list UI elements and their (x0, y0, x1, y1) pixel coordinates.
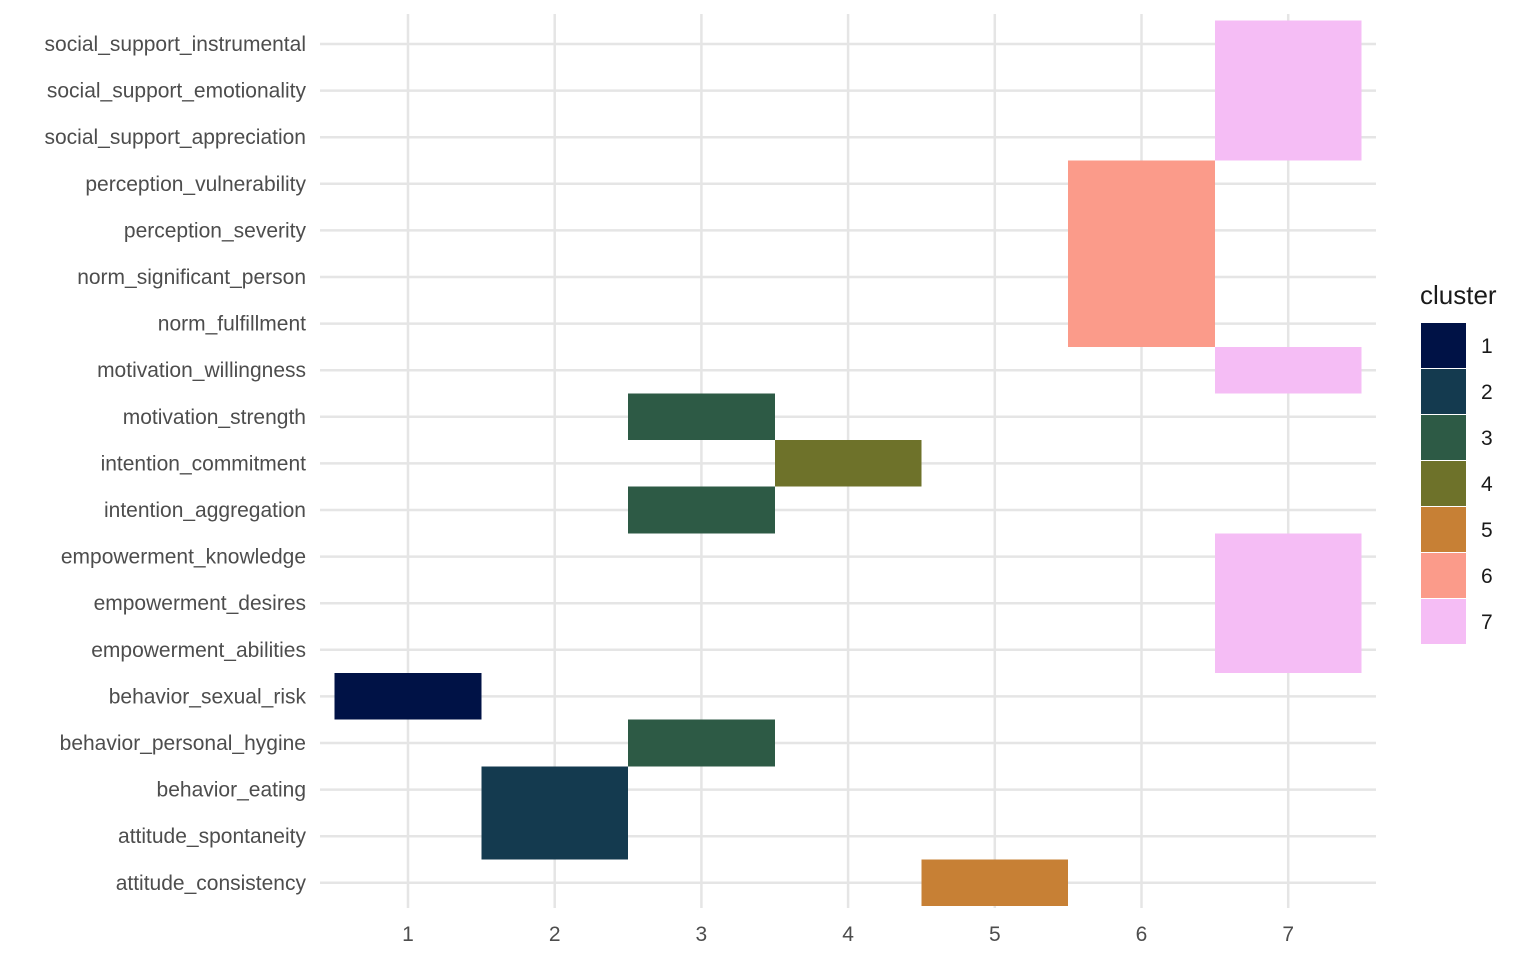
y-tick-label: perception_vulnerability (85, 173, 306, 196)
heatmap-cell-perception_severity (1068, 207, 1215, 254)
x-tick-label: 5 (989, 923, 1001, 946)
y-tick-label: social_support_emotionality (47, 80, 307, 103)
legend-key-4 (1421, 461, 1466, 506)
y-tick-label: empowerment_knowledge (61, 546, 306, 569)
y-tick-label: social_support_appreciation (44, 126, 306, 149)
y-tick-label: norm_fulfillment (158, 313, 306, 336)
heatmap-cell-social_support_appreciation (1214, 113, 1362, 161)
legend-label: 3 (1481, 427, 1493, 450)
legend-title: cluster (1420, 280, 1497, 310)
legend-key-2 (1421, 369, 1466, 414)
y-tick-label: behavior_eating (157, 779, 306, 802)
heatmap-cell-intention_aggregation (628, 486, 775, 534)
x-tick-label: 2 (549, 923, 561, 946)
heatmap-cell-social_support_instrumental (1214, 20, 1362, 68)
heatmap-cell-social_support_emotionality (1214, 67, 1362, 114)
y-tick-label: attitude_consistency (116, 872, 307, 895)
y-axis-labels: attitude_consistency attitude_spontaneity… (44, 33, 306, 895)
y-tick-label: empowerment_abilities (91, 639, 306, 662)
x-tick-label: 6 (1136, 923, 1148, 946)
legend-label: 1 (1481, 335, 1493, 358)
legend-key-6 (1421, 553, 1466, 598)
heatmap-cell-behavior_eating (481, 766, 629, 813)
heatmap-cell-perception_vulnerability (1068, 160, 1215, 208)
legend-label: 2 (1481, 381, 1493, 404)
y-tick-label: perception_severity (124, 219, 307, 242)
heatmap-cell-motivation_strength (628, 393, 775, 441)
legend-key-7 (1421, 599, 1466, 644)
y-tick-label: attitude_spontaneity (118, 825, 306, 848)
legend-label: 4 (1481, 473, 1493, 496)
heatmap-cells (334, 20, 1362, 907)
legend-key-5 (1421, 507, 1466, 552)
x-tick-label: 4 (842, 923, 854, 946)
legend-label: 7 (1481, 611, 1493, 634)
legend-label: 6 (1481, 565, 1493, 588)
legend-key-3 (1421, 415, 1466, 460)
heatmap-cell-norm_fulfillment (1068, 300, 1215, 347)
legend-key-1 (1421, 323, 1466, 368)
y-tick-label: social_support_instrumental (45, 33, 306, 56)
heatmap-cell-intention_commitment (774, 440, 922, 487)
heatmap-cell-empowerment_knowledge (1214, 533, 1362, 580)
x-tick-label: 7 (1282, 923, 1294, 946)
heatmap-cell-empowerment_abilities (1214, 626, 1362, 674)
x-tick-label: 3 (696, 923, 708, 946)
heatmap-cell-empowerment_desires (1214, 579, 1362, 627)
y-tick-label: intention_aggregation (104, 499, 306, 522)
heatmap-cell-attitude_spontaneity (481, 812, 629, 860)
heatmap-cell-attitude_consistency (921, 859, 1069, 907)
heatmap-cell-behavior_sexual_risk (334, 673, 482, 720)
y-tick-label: empowerment_desires (94, 592, 306, 615)
heatmap-cell-behavior_personal_hygine (628, 719, 775, 767)
y-tick-label: behavior_personal_hygine (60, 732, 306, 755)
y-tick-label: norm_significant_person (77, 266, 306, 289)
y-tick-label: intention_commitment (101, 452, 307, 475)
y-tick-label: motivation_willingness (97, 359, 306, 382)
legend: cluster 1 2 3 4 5 6 7 (1420, 280, 1497, 644)
x-axis-labels: 1 2 3 4 5 6 7 (402, 923, 1294, 946)
heatmap-cell-norm_significant_person (1068, 253, 1215, 301)
heatmap-cell-motivation_willingness (1214, 346, 1362, 394)
y-tick-label: behavior_sexual_risk (109, 685, 307, 708)
legend-label: 5 (1481, 519, 1493, 542)
y-tick-label: motivation_strength (123, 406, 306, 429)
x-tick-label: 1 (402, 923, 414, 946)
